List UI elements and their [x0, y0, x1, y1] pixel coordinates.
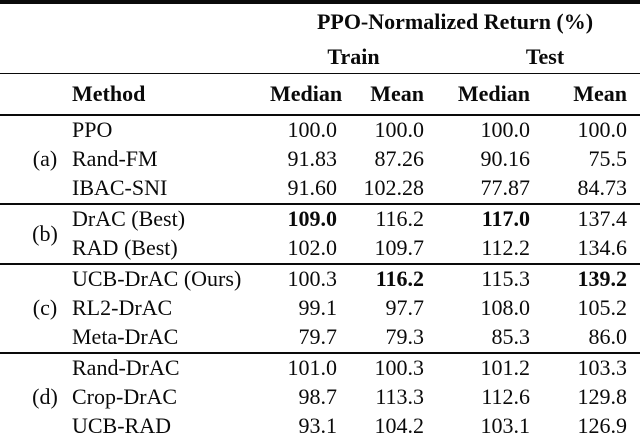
value-cell: 101.2	[480, 355, 531, 381]
column-group-test: Test	[525, 43, 565, 69]
column-header-row: Method Median Mean Median Mean	[0, 73, 640, 116]
table-row: (b) DrAC (Best) 109.0 116.2 117.0 137.4	[0, 204, 640, 246]
value-cell: 79.3	[385, 324, 425, 350]
group-label: (c)	[32, 295, 58, 321]
column-header-method: Method	[72, 80, 146, 106]
column-header-train-median: Median	[270, 80, 343, 106]
value-cell: 129.8	[577, 384, 628, 410]
group-label: (a)	[32, 146, 58, 172]
method-name: UCB-RAD	[72, 413, 172, 439]
table-row: (a) PPO 100.0 100.0 100.0 100.0	[0, 115, 640, 171]
value-cell: 103.1	[480, 413, 531, 439]
method-name: Rand-FM	[72, 146, 158, 172]
value-cell: 91.60	[287, 175, 338, 201]
value-cell: 116.2	[375, 266, 424, 292]
table-row: RAD (Best) 102.0 109.7 112.2 134.6	[0, 234, 640, 264]
method-name: DrAC (Best)	[72, 206, 186, 232]
method-name: RAD (Best)	[72, 235, 178, 261]
value-cell: 86.0	[588, 324, 628, 350]
value-cell: 77.87	[480, 175, 531, 201]
value-cell: 117.0	[481, 206, 530, 232]
method-name: UCB-DrAC (Ours)	[72, 266, 242, 292]
value-cell: 126.9	[577, 413, 628, 439]
spacer-cell	[0, 74, 68, 116]
row-group-a: (a) PPO 100.0 100.0 100.0 100.0 Rand-FM 91.83 87…	[0, 115, 640, 204]
value-cell: 103.3	[577, 355, 628, 381]
value-cell: 108.0	[480, 295, 531, 321]
group-label: (b)	[32, 220, 58, 246]
value-cell: 98.7	[298, 384, 338, 410]
value-cell: 139.2	[577, 266, 628, 292]
value-cell: 84.73	[577, 175, 628, 201]
table-row: (c) UCB-DrAC (Ours) 100.3 116.2 115.3 139.2	[0, 264, 640, 320]
value-cell: 87.26	[374, 146, 425, 172]
value-cell: 134.6	[577, 235, 628, 261]
table-row: Rand-FM 91.83 87.26 90.16 75.5	[0, 145, 640, 174]
value-cell: 101.0	[287, 355, 338, 381]
value-cell: 100.3	[374, 355, 425, 381]
column-group-train: Train	[327, 43, 380, 69]
method-name: PPO	[72, 117, 113, 143]
method-name: IBAC-SNI	[72, 175, 168, 201]
spacer-cell	[0, 41, 270, 74]
value-cell: 100.3	[287, 266, 338, 292]
table-row: (d) Rand-DrAC 101.0 100.3 101.2 103.3	[0, 353, 640, 409]
value-cell: 97.7	[385, 295, 425, 321]
row-group-c: (c) UCB-DrAC (Ours) 100.3 116.2 115.3 139.2 RL…	[0, 264, 640, 353]
value-cell: 112.2	[481, 235, 530, 261]
value-cell: 93.1	[298, 413, 338, 439]
row-group-b: (b) DrAC (Best) 109.0 116.2 117.0 137.4 RAD (B…	[0, 204, 640, 264]
table-row: Crop-DrAC 98.7 113.3 112.6 129.8	[0, 383, 640, 412]
column-group-row: Train Test	[0, 41, 640, 74]
value-cell: 116.2	[375, 206, 424, 232]
value-cell: 115.3	[481, 266, 530, 292]
spacer-cell	[0, 2, 270, 41]
row-group-d: (d) Rand-DrAC 101.0 100.3 101.2 103.3 Crop-DrA…	[0, 353, 640, 441]
value-cell: 112.6	[481, 384, 530, 410]
group-label: (d)	[32, 384, 58, 410]
value-cell: 105.2	[577, 295, 628, 321]
table-header: PPO-Normalized Return (%) Train Test Met…	[0, 2, 640, 115]
value-cell: 109.7	[374, 235, 425, 261]
value-cell: 100.0	[480, 117, 531, 143]
table-title: PPO-Normalized Return (%)	[316, 9, 594, 35]
method-name: RL2-DrAC	[72, 295, 173, 321]
table-row: Meta-DrAC 79.7 79.3 85.3 86.0	[0, 323, 640, 353]
column-header-train-mean: Mean	[370, 80, 424, 106]
value-cell: 79.7	[298, 324, 338, 350]
value-cell: 102.0	[287, 235, 338, 261]
value-cell: 75.5	[588, 146, 628, 172]
value-cell: 100.0	[577, 117, 628, 143]
method-name: Rand-DrAC	[72, 355, 180, 381]
value-cell: 113.3	[375, 384, 424, 410]
method-name: Crop-DrAC	[72, 384, 178, 410]
value-cell: 91.83	[287, 146, 338, 172]
value-cell: 85.3	[491, 324, 531, 350]
value-cell: 137.4	[577, 206, 628, 232]
value-cell: 90.16	[480, 146, 531, 172]
value-cell: 104.2	[374, 413, 425, 439]
column-header-test-median: Median	[457, 80, 530, 106]
table-title-row: PPO-Normalized Return (%)	[0, 2, 640, 41]
value-cell: 100.0	[374, 117, 425, 143]
method-name: Meta-DrAC	[72, 324, 179, 350]
table-row: RL2-DrAC 99.1 97.7 108.0 105.2	[0, 294, 640, 323]
value-cell: 102.28	[363, 175, 425, 201]
value-cell: 99.1	[298, 295, 338, 321]
value-cell: 109.0	[287, 206, 338, 232]
table-row: IBAC-SNI 91.60 102.28 77.87 84.73	[0, 174, 640, 204]
column-header-test-mean: Mean	[573, 80, 628, 106]
table-row: UCB-RAD 93.1 104.2 103.1 126.9	[0, 412, 640, 441]
value-cell: 100.0	[287, 117, 338, 143]
